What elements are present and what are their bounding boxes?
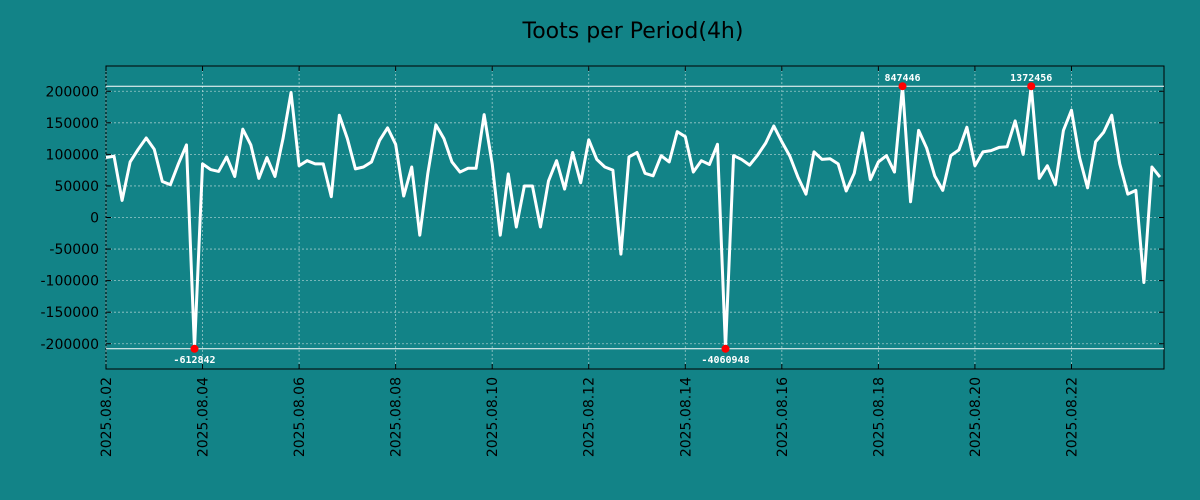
x-tick-label: 2025.08.20 <box>968 377 984 457</box>
y-tick-label: 100000 <box>46 147 99 163</box>
chart-title: Toots per Period(4h) <box>522 19 744 44</box>
y-axis-tick-labels: 200000 150000 100000 50000 0 -50000 -100000 -15… <box>41 84 100 353</box>
x-tick-label: 2025.08.06 <box>292 377 308 457</box>
y-tick-label: -50000 <box>49 242 99 258</box>
x-tick-label: 2025.08.08 <box>389 377 405 457</box>
outlier-label: 847446 <box>884 73 920 84</box>
x-tick-label: 2025.08.22 <box>1064 377 1080 457</box>
y-tick-label: 50000 <box>54 179 99 195</box>
x-tick-label: 2025.08.18 <box>871 377 887 457</box>
outlier-marker <box>721 344 730 353</box>
x-tick-label: 2025.08.12 <box>582 377 598 457</box>
x-tick-label: 2025.08.14 <box>678 377 694 457</box>
annotations: -612842 -4060948 847446 1372456 <box>173 73 1052 366</box>
x-tick-label: 2025.08.04 <box>196 377 212 457</box>
y-tick-label: -100000 <box>41 274 100 290</box>
clip-lines <box>106 85 1164 350</box>
outlier-marker <box>898 82 907 91</box>
y-tick-label: -150000 <box>41 305 100 321</box>
outlier-marker <box>1027 82 1036 91</box>
outlier-label: -612842 <box>173 355 215 366</box>
y-tick-label: 200000 <box>46 84 99 100</box>
y-tick-label: 0 <box>90 211 99 227</box>
x-axis-tick-labels: 2025.08.02 2025.08.04 2025.08.06 2025.08.08… <box>99 377 1080 457</box>
y-tick-label: -200000 <box>41 337 100 353</box>
grid-layer <box>105 66 1164 369</box>
y-tick-label: 150000 <box>46 116 99 132</box>
x-tick-label: 2025.08.10 <box>485 377 501 457</box>
x-tick-label: 2025.08.16 <box>775 377 791 457</box>
outlier-label: -4060948 <box>701 355 749 366</box>
outlier-marker <box>190 344 199 353</box>
outlier-label: 1372456 <box>1010 73 1052 84</box>
series-line-toots <box>105 84 1162 351</box>
axis-ticks <box>105 66 1164 369</box>
x-tick-label: 2025.08.02 <box>99 377 115 457</box>
